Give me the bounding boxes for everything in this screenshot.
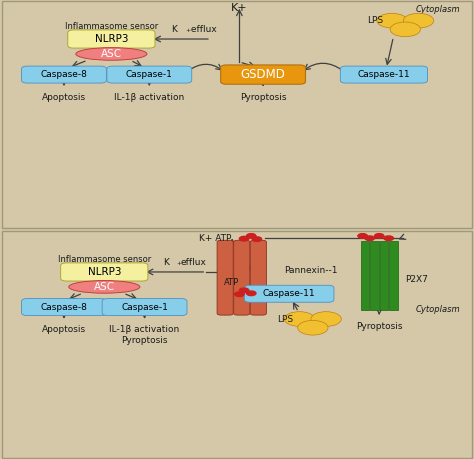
Circle shape (384, 236, 393, 241)
Text: ATP: ATP (224, 278, 239, 287)
FancyBboxPatch shape (2, 1, 472, 228)
Circle shape (298, 320, 328, 335)
Circle shape (252, 237, 262, 241)
FancyBboxPatch shape (234, 240, 250, 315)
Circle shape (374, 234, 384, 238)
FancyBboxPatch shape (250, 240, 266, 315)
Ellipse shape (69, 280, 140, 293)
Circle shape (377, 13, 407, 28)
Text: Pyroptosis: Pyroptosis (356, 322, 402, 331)
Text: P2X7: P2X7 (405, 275, 428, 285)
FancyBboxPatch shape (220, 65, 305, 84)
Text: Cytoplasm: Cytoplasm (415, 5, 460, 14)
Text: LPS: LPS (277, 314, 293, 324)
FancyBboxPatch shape (61, 263, 148, 281)
FancyBboxPatch shape (217, 240, 233, 315)
FancyBboxPatch shape (361, 241, 369, 310)
Text: K: K (164, 258, 169, 267)
Circle shape (284, 312, 315, 326)
Circle shape (358, 234, 367, 238)
Text: K+: K+ (231, 3, 248, 13)
Text: Caspase-8: Caspase-8 (41, 302, 87, 312)
Text: efflux: efflux (180, 258, 206, 267)
Circle shape (365, 236, 374, 241)
FancyBboxPatch shape (68, 30, 155, 48)
Text: Inflammasome sensor: Inflammasome sensor (58, 255, 151, 264)
Text: +: + (185, 28, 190, 33)
Text: +: + (177, 261, 182, 266)
Text: K+ ATP: K+ ATP (200, 234, 232, 243)
Text: Inflammasome sensor: Inflammasome sensor (65, 22, 158, 31)
Text: Apoptosis: Apoptosis (42, 325, 86, 335)
Text: Caspase-8: Caspase-8 (41, 70, 87, 79)
Text: Pannexin--1: Pannexin--1 (284, 266, 338, 275)
Text: Caspase-11: Caspase-11 (357, 70, 410, 79)
Circle shape (390, 22, 420, 37)
Circle shape (403, 13, 434, 28)
Text: K: K (172, 25, 177, 34)
FancyBboxPatch shape (107, 66, 191, 83)
Text: Apoptosis: Apoptosis (42, 93, 86, 102)
Circle shape (311, 312, 341, 326)
Circle shape (246, 234, 256, 238)
FancyBboxPatch shape (389, 241, 398, 310)
FancyBboxPatch shape (370, 241, 379, 310)
Circle shape (246, 291, 256, 296)
Text: IL-1β activation: IL-1β activation (109, 325, 180, 335)
Text: Cytoplasm: Cytoplasm (415, 305, 460, 314)
Text: GSDMD: GSDMD (241, 68, 285, 81)
Text: efflux: efflux (188, 25, 217, 34)
FancyBboxPatch shape (380, 241, 388, 310)
Text: Caspase-1: Caspase-1 (126, 70, 173, 79)
FancyBboxPatch shape (102, 298, 187, 315)
Text: LPS: LPS (367, 16, 383, 25)
Circle shape (239, 236, 249, 241)
Text: Pyroptosis: Pyroptosis (121, 336, 168, 345)
Circle shape (235, 292, 244, 297)
Circle shape (239, 288, 249, 293)
Text: ASC: ASC (101, 49, 122, 59)
FancyBboxPatch shape (340, 66, 428, 83)
FancyBboxPatch shape (22, 66, 106, 83)
FancyBboxPatch shape (245, 285, 334, 302)
Text: Caspase-1: Caspase-1 (121, 302, 168, 312)
Text: NLRP3: NLRP3 (95, 34, 128, 44)
Text: ASC: ASC (94, 282, 115, 292)
Text: Pyroptosis: Pyroptosis (240, 93, 286, 102)
Text: NLRP3: NLRP3 (88, 267, 121, 277)
Text: IL-1β activation: IL-1β activation (114, 93, 184, 102)
Text: Caspase-11: Caspase-11 (263, 289, 316, 298)
Ellipse shape (76, 48, 147, 60)
FancyBboxPatch shape (2, 230, 472, 458)
FancyBboxPatch shape (22, 298, 106, 315)
